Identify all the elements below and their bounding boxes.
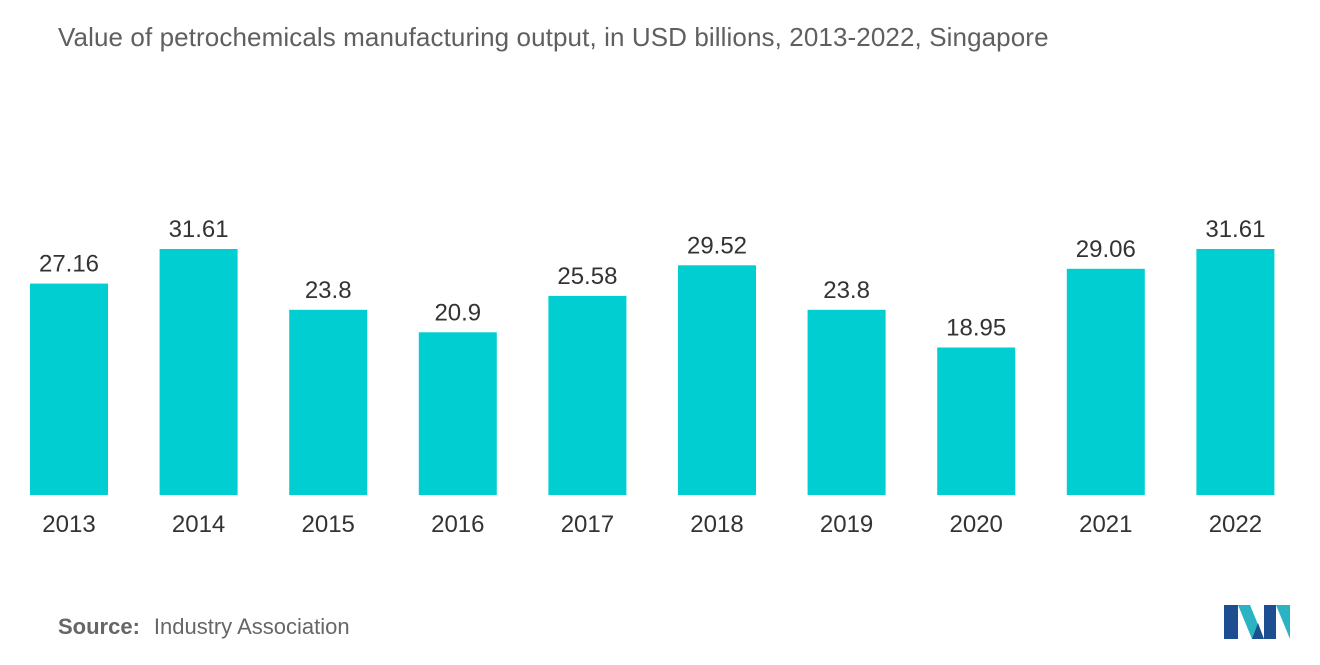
x-tick-label-2014: 2014 xyxy=(172,511,225,538)
x-tick-label-2021: 2021 xyxy=(1079,511,1132,538)
value-label-2019: 23.8 xyxy=(823,277,870,304)
value-label-2018: 29.52 xyxy=(687,232,747,259)
source-note: Source: Industry Association xyxy=(58,614,350,640)
x-tick-label-2015: 2015 xyxy=(302,511,355,538)
x-tick-label-2022: 2022 xyxy=(1209,511,1262,538)
bar-chart: 27.16 2013 31.61 2014 23.8 2015 20.9 2016 25.58 2… xyxy=(30,216,1275,538)
x-tick-label-2019: 2019 xyxy=(820,511,873,538)
bar-2016 xyxy=(418,332,497,495)
value-label-2014: 31.61 xyxy=(169,216,229,243)
bar-2013 xyxy=(30,283,108,495)
bar-2020 xyxy=(937,347,1016,495)
bar-2021 xyxy=(1066,268,1145,495)
x-tick-label-2017: 2017 xyxy=(561,511,614,538)
bar-2019 xyxy=(807,309,886,495)
value-label-2020: 18.95 xyxy=(946,315,1006,342)
x-tick-label-2018: 2018 xyxy=(690,511,743,538)
brand-logo-icon xyxy=(1224,605,1290,639)
value-label-2021: 29.06 xyxy=(1076,236,1136,263)
source-label: Source: xyxy=(58,614,140,639)
bar-2017 xyxy=(548,295,627,495)
bar-2014 xyxy=(159,249,238,495)
x-tick-label-2020: 2020 xyxy=(950,511,1003,538)
value-label-2022: 31.61 xyxy=(1205,216,1265,243)
bar-2022 xyxy=(1196,249,1275,495)
x-tick-label-2013: 2013 xyxy=(42,511,95,538)
value-label-2013: 27.16 xyxy=(39,251,99,278)
x-tick-label-2016: 2016 xyxy=(431,511,484,538)
bar-2015 xyxy=(289,309,368,495)
value-label-2017: 25.58 xyxy=(557,263,617,290)
value-label-2015: 23.8 xyxy=(305,277,352,304)
source-text: Industry Association xyxy=(153,614,350,639)
chart-title: Value of petrochemicals manufacturing ou… xyxy=(58,22,1049,52)
bar-2018 xyxy=(678,265,756,495)
value-label-2016: 20.9 xyxy=(434,299,481,326)
